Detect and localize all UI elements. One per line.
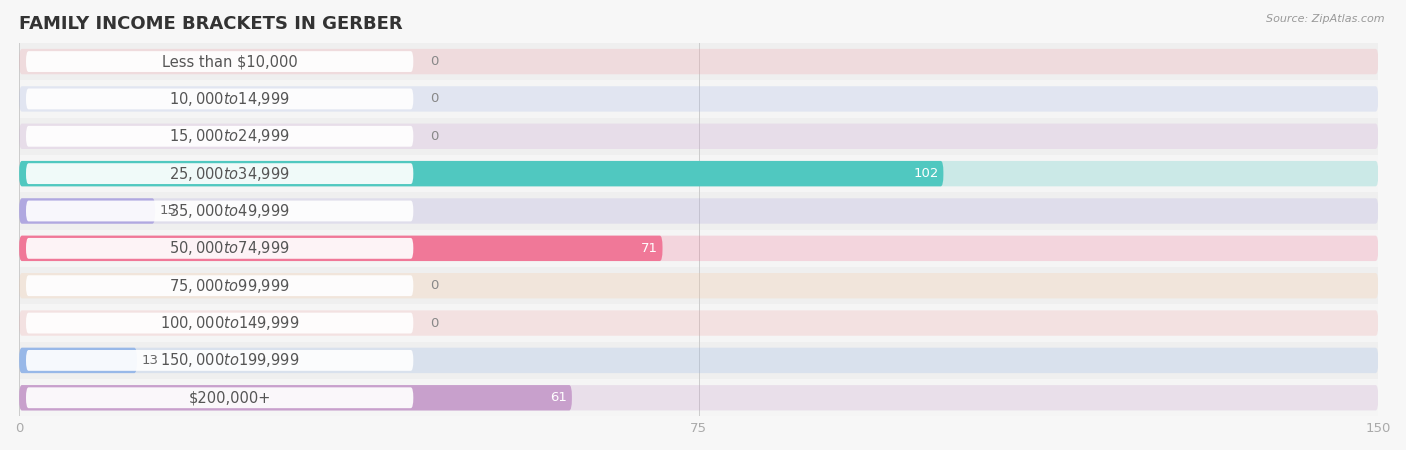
Text: 102: 102 xyxy=(914,167,939,180)
Text: $75,000 to $99,999: $75,000 to $99,999 xyxy=(170,277,290,295)
FancyBboxPatch shape xyxy=(20,192,1378,230)
FancyBboxPatch shape xyxy=(20,43,1378,80)
Text: Source: ZipAtlas.com: Source: ZipAtlas.com xyxy=(1267,14,1385,23)
FancyBboxPatch shape xyxy=(20,273,1378,298)
FancyBboxPatch shape xyxy=(25,275,413,296)
Text: 71: 71 xyxy=(641,242,658,255)
FancyBboxPatch shape xyxy=(20,49,1378,74)
FancyBboxPatch shape xyxy=(25,201,413,221)
FancyBboxPatch shape xyxy=(25,313,413,333)
Text: $15,000 to $24,999: $15,000 to $24,999 xyxy=(170,127,290,145)
Text: $200,000+: $200,000+ xyxy=(188,390,271,405)
Text: Less than $10,000: Less than $10,000 xyxy=(162,54,298,69)
Text: 15: 15 xyxy=(160,204,177,217)
Text: $50,000 to $74,999: $50,000 to $74,999 xyxy=(170,239,290,257)
FancyBboxPatch shape xyxy=(25,51,413,72)
Text: 0: 0 xyxy=(430,55,439,68)
FancyBboxPatch shape xyxy=(25,350,413,371)
FancyBboxPatch shape xyxy=(20,342,1378,379)
FancyBboxPatch shape xyxy=(20,117,1378,155)
Text: $10,000 to $14,999: $10,000 to $14,999 xyxy=(170,90,290,108)
Text: 0: 0 xyxy=(430,316,439,329)
Text: $35,000 to $49,999: $35,000 to $49,999 xyxy=(170,202,290,220)
FancyBboxPatch shape xyxy=(20,304,1378,342)
FancyBboxPatch shape xyxy=(25,126,413,147)
FancyBboxPatch shape xyxy=(20,379,1378,416)
FancyBboxPatch shape xyxy=(20,86,1378,112)
FancyBboxPatch shape xyxy=(20,236,1378,261)
Text: $100,000 to $149,999: $100,000 to $149,999 xyxy=(160,314,299,332)
Text: $150,000 to $199,999: $150,000 to $199,999 xyxy=(160,351,299,369)
Text: FAMILY INCOME BRACKETS IN GERBER: FAMILY INCOME BRACKETS IN GERBER xyxy=(20,15,402,33)
FancyBboxPatch shape xyxy=(20,161,1378,186)
FancyBboxPatch shape xyxy=(20,310,1378,336)
FancyBboxPatch shape xyxy=(20,155,1378,192)
FancyBboxPatch shape xyxy=(25,163,413,184)
Text: 0: 0 xyxy=(430,92,439,105)
FancyBboxPatch shape xyxy=(20,198,1378,224)
FancyBboxPatch shape xyxy=(20,385,1378,410)
Text: 13: 13 xyxy=(142,354,159,367)
FancyBboxPatch shape xyxy=(20,230,1378,267)
Text: 0: 0 xyxy=(430,279,439,292)
FancyBboxPatch shape xyxy=(20,124,1378,149)
FancyBboxPatch shape xyxy=(20,348,136,373)
FancyBboxPatch shape xyxy=(20,198,155,224)
Text: 0: 0 xyxy=(430,130,439,143)
FancyBboxPatch shape xyxy=(20,80,1378,117)
FancyBboxPatch shape xyxy=(20,267,1378,304)
FancyBboxPatch shape xyxy=(25,387,413,408)
FancyBboxPatch shape xyxy=(20,348,1378,373)
Text: $25,000 to $34,999: $25,000 to $34,999 xyxy=(170,165,290,183)
FancyBboxPatch shape xyxy=(20,161,943,186)
FancyBboxPatch shape xyxy=(25,89,413,109)
FancyBboxPatch shape xyxy=(20,236,662,261)
FancyBboxPatch shape xyxy=(25,238,413,259)
FancyBboxPatch shape xyxy=(20,385,572,410)
Text: 61: 61 xyxy=(551,391,568,404)
